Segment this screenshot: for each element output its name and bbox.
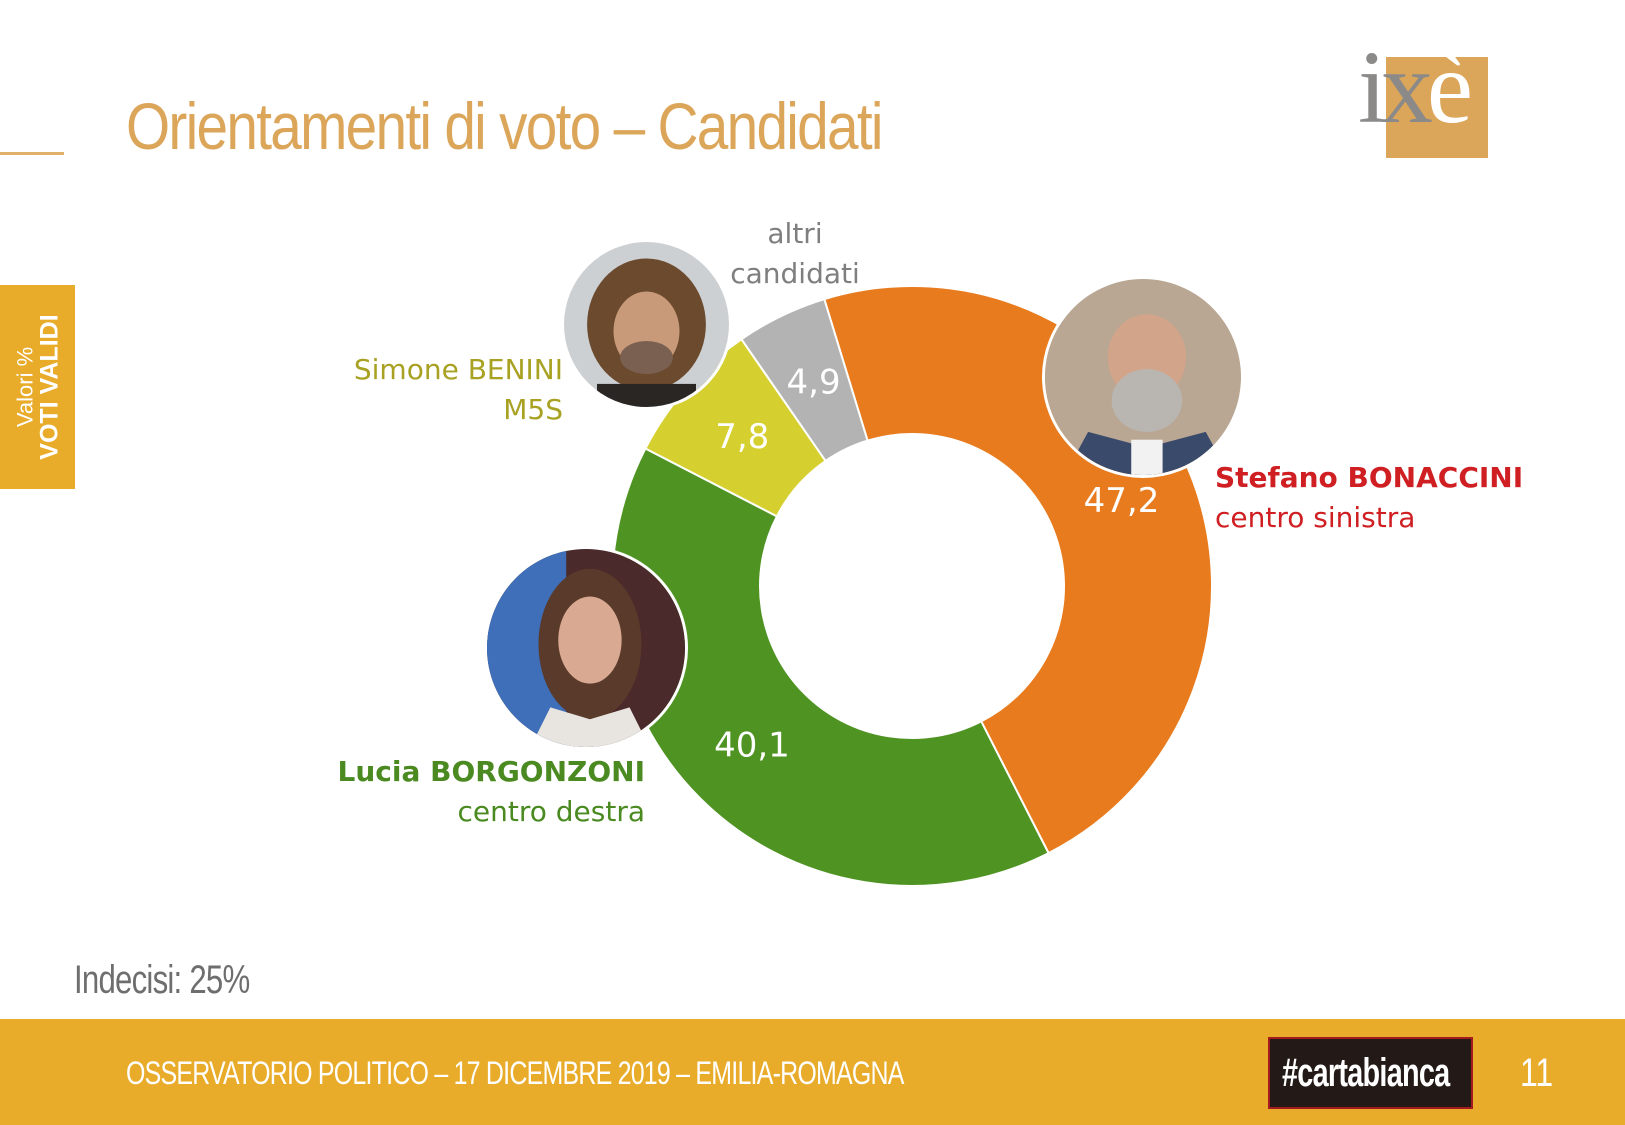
candidate-coalition: centro destra [457, 795, 645, 828]
page-title: Orientamenti di voto – Candidati [126, 89, 884, 163]
candidate-coalition: centro sinistra [1215, 501, 1416, 534]
photo-simone-benini [561, 239, 732, 410]
badge-text: #cartabianca [1282, 1051, 1450, 1095]
value-label-altri: 4,9 [787, 363, 841, 403]
value-label-benini: 7,8 [715, 417, 769, 457]
ixe-logo: ixè [1352, 36, 1492, 160]
candidate-coalition: M5S [503, 393, 563, 426]
candidate-name: Simone BENINI [353, 353, 563, 386]
value-label-borgonzoni: 40,1 [714, 726, 790, 766]
footer-text: OSSERVATORIO POLITICO – 17 DICEMBRE 2019… [126, 1055, 904, 1091]
candidate-name-line1: altri [767, 217, 823, 250]
page-number: 11 [1520, 1051, 1554, 1095]
label-stefano-bonaccini: Stefano BONACCINI centro sinistra [1215, 458, 1523, 538]
label-altri-candidati: altri candidati [720, 214, 870, 294]
undecided-note: Indecisi: 25% [74, 958, 250, 1002]
title-rule [0, 152, 64, 155]
photo-stefano-bonaccini [1042, 276, 1244, 478]
candidate-name: Lucia BORGONZONI [337, 755, 646, 788]
side-tab: Valori % VOTI VALIDI [0, 285, 75, 489]
candidate-name: Stefano BONACCINI [1215, 461, 1524, 494]
footer-bar: OSSERVATORIO POLITICO – 17 DICEMBRE 2019… [0, 1019, 1625, 1125]
logo-text: ixè [1358, 30, 1473, 145]
candidate-name-line2: candidati [730, 257, 860, 290]
label-simone-benini: Simone BENINI M5S [354, 350, 563, 430]
cartabianca-badge: #cartabianca [1268, 1037, 1473, 1109]
value-label-bonaccini: 47,2 [1084, 481, 1160, 521]
slice-borgonzoni [611, 447, 1050, 887]
photo-lucia-borgonzoni [484, 546, 688, 750]
label-lucia-borgonzoni: Lucia BORGONZONI centro destra [338, 752, 646, 832]
slice-altri [740, 297, 869, 463]
logo-box [1386, 57, 1488, 158]
